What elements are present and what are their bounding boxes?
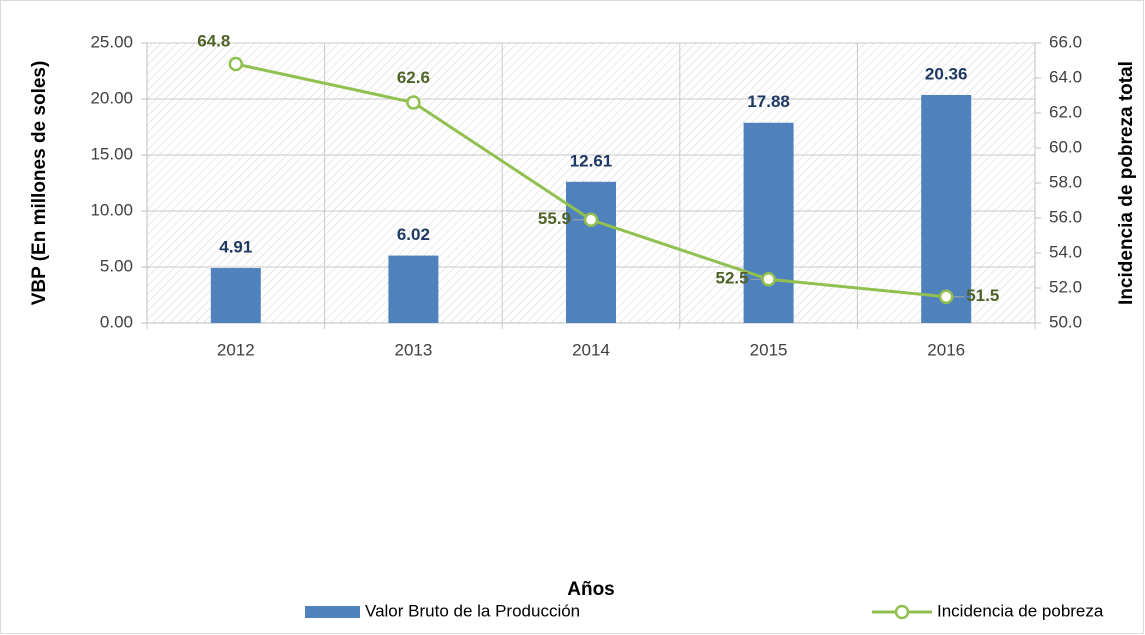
y-tick-label: 20.00 bbox=[90, 88, 133, 107]
bar bbox=[743, 122, 794, 323]
bar-label: 20.36 bbox=[925, 64, 968, 83]
line-label: 52.5 bbox=[716, 269, 749, 288]
y2-tick-label: 64.0 bbox=[1049, 67, 1082, 86]
legend-label: Valor Bruto de la Producción bbox=[365, 601, 580, 620]
line-marker bbox=[228, 56, 244, 72]
bar-label: 12.61 bbox=[570, 151, 613, 170]
y2-axis-title: Incidencia de pobreza total bbox=[1116, 61, 1137, 305]
line-label: 62.6 bbox=[397, 68, 430, 87]
bar bbox=[388, 255, 439, 323]
y-axis-title: VBP (En millones de soles) bbox=[29, 61, 50, 306]
line-marker bbox=[938, 289, 954, 304]
line-label: 55.9 bbox=[538, 209, 571, 228]
y-tick-label: 25.00 bbox=[90, 32, 133, 51]
line-label: 64.8 bbox=[197, 31, 230, 50]
bar-label: 17.88 bbox=[747, 92, 790, 111]
x-tick-label: 2016 bbox=[927, 340, 965, 359]
y2-tick-label: 66.0 bbox=[1049, 32, 1082, 51]
y2-tick-label: 58.0 bbox=[1049, 172, 1082, 191]
x-tick-label: 2014 bbox=[572, 340, 610, 359]
y2-tick-label: 56.0 bbox=[1049, 207, 1082, 226]
bar bbox=[566, 181, 616, 323]
bar-label: 4.91 bbox=[219, 237, 252, 256]
y2-tick-label: 52.0 bbox=[1049, 277, 1082, 296]
y-tick-label: 0.00 bbox=[100, 312, 133, 331]
bar-label: 6.02 bbox=[397, 225, 430, 244]
y-tick-label: 5.00 bbox=[100, 256, 133, 275]
y2-tick-label: 54.0 bbox=[1049, 242, 1082, 261]
y-tick-label: 10.00 bbox=[90, 200, 133, 219]
line-label: 51.5 bbox=[966, 286, 999, 305]
legend-label: Incidencia de pobreza bbox=[937, 601, 1104, 620]
x-tick-label: 2015 bbox=[750, 340, 788, 359]
bar bbox=[210, 268, 261, 323]
legend-swatch bbox=[305, 606, 360, 618]
line-marker bbox=[583, 212, 599, 227]
line-marker bbox=[406, 95, 421, 110]
y-tick-label: 15.00 bbox=[90, 144, 133, 163]
x-tick-label: 2012 bbox=[217, 340, 255, 359]
x-tick-label: 2013 bbox=[394, 340, 432, 359]
y2-tick-label: 62.0 bbox=[1049, 102, 1082, 121]
x-axis-title: Años bbox=[567, 579, 615, 600]
y2-tick-label: 60.0 bbox=[1049, 137, 1082, 156]
y2-tick-label: 50.0 bbox=[1049, 312, 1082, 331]
line-marker bbox=[761, 272, 776, 287]
bar bbox=[921, 94, 972, 323]
legend-marker bbox=[894, 604, 910, 620]
